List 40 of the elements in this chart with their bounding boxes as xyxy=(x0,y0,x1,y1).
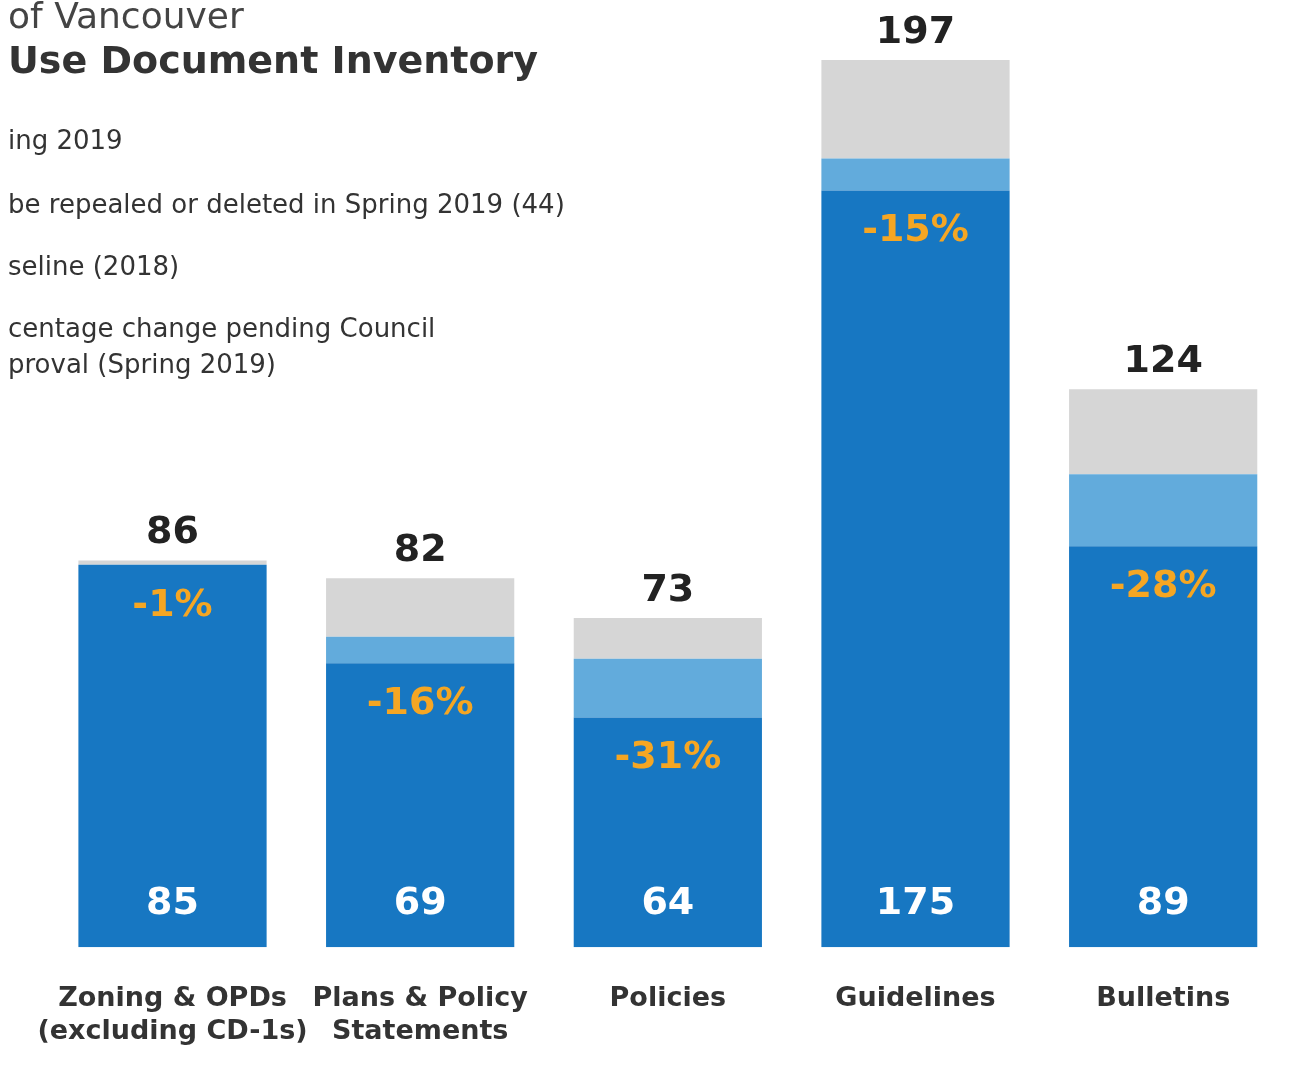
annotation: 86 xyxy=(146,508,199,553)
annotation: -28% xyxy=(1109,562,1217,607)
annotation: 89 xyxy=(1136,879,1190,924)
bar xyxy=(573,717,762,948)
bar xyxy=(326,578,515,637)
chart-title: of Vancouver xyxy=(8,0,245,36)
bar xyxy=(1069,389,1258,475)
annotation: ing 2019 xyxy=(8,124,124,157)
annotation: -16% xyxy=(366,679,474,724)
annotation: 85 xyxy=(146,879,199,924)
annotation: -1% xyxy=(132,580,213,625)
annotation: 64 xyxy=(641,879,695,924)
chart-subtitle: Use Document Inventory xyxy=(8,37,540,84)
bar xyxy=(821,60,1010,159)
annotation: centage change pending Council proval (Spring 2019) xyxy=(8,312,437,381)
bar xyxy=(326,663,515,948)
x-tick-label: Guidelines xyxy=(835,981,996,1013)
annotation: 175 xyxy=(875,879,956,924)
bar xyxy=(78,560,267,565)
bar xyxy=(573,618,762,659)
annotation: 69 xyxy=(393,879,447,924)
annotation: be repealed or deleted in Spring 2019 (44) xyxy=(8,188,565,221)
text: 197 xyxy=(875,7,956,52)
x-tick-label: Bulletins xyxy=(1096,981,1231,1013)
annotation: seline (2018) xyxy=(8,250,181,283)
annotation: -15% xyxy=(862,206,969,251)
annotation: 73 xyxy=(641,565,695,610)
bar xyxy=(573,658,762,718)
annotation: 82 xyxy=(393,526,447,570)
bar xyxy=(821,190,1010,948)
bar xyxy=(1069,474,1258,547)
annotation: 124 xyxy=(1123,337,1203,382)
x-tick-label: Zoning & OPDs (excluding CD-1s) xyxy=(37,981,308,1045)
x-tick-label: Plans & Policy Statements xyxy=(312,981,529,1045)
bar xyxy=(821,158,1010,191)
x-tick-label: Policies xyxy=(609,981,727,1013)
bar xyxy=(1069,546,1258,948)
bar xyxy=(78,564,267,948)
annotation: -31% xyxy=(614,733,722,778)
bar xyxy=(326,636,515,664)
